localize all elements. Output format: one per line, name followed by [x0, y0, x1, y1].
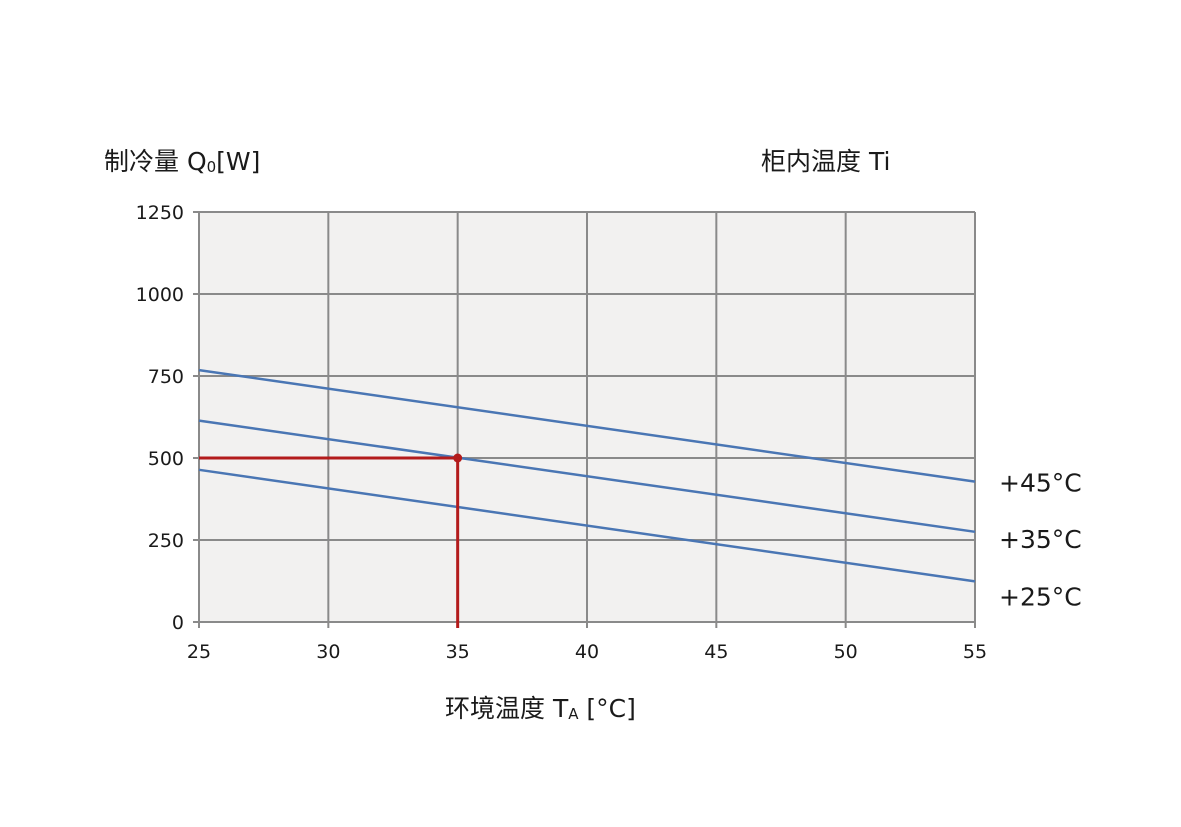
- y-axis-title: 制冷量 Q0[W]: [104, 147, 260, 176]
- series-lines: [198, 368, 976, 583]
- series-line: [198, 468, 976, 583]
- series-label: +35°C: [999, 525, 1082, 554]
- x-tick-label: 55: [963, 641, 987, 663]
- grid: [193, 211, 976, 628]
- x-axis-title-subscript: A: [568, 705, 579, 723]
- tick-labels: 25 30 35 40 45 50 55 0 250 500 750 1000 1250: [136, 202, 987, 663]
- y-tick-label: 1250: [136, 202, 184, 224]
- series-labels: +45°C +35°C +25°C: [999, 469, 1082, 612]
- x-tick-label: 35: [446, 641, 470, 663]
- series-label: +25°C: [999, 582, 1082, 611]
- legend-title: 柜内温度 Ti: [761, 147, 890, 176]
- y-axis-title-unit: [W]: [216, 147, 260, 176]
- x-tick-label: 40: [575, 641, 599, 663]
- y-tick-label: 750: [148, 366, 184, 388]
- x-axis-title: 环境温度 TA [°C]: [445, 694, 636, 723]
- y-axis-title-subscript: 0: [207, 158, 217, 176]
- y-tick-label: 1000: [136, 284, 184, 306]
- y-tick-label: 500: [148, 448, 184, 470]
- x-axis-title-unit: [°C]: [578, 694, 635, 723]
- reference-point: [453, 453, 463, 463]
- x-tick-label: 45: [704, 641, 728, 663]
- series-line: [198, 368, 976, 483]
- x-tick-label: 30: [316, 641, 340, 663]
- reference-lines: [199, 453, 463, 628]
- series-line: [198, 419, 976, 534]
- y-tick-label: 0: [172, 612, 184, 634]
- x-tick-label: 50: [834, 641, 858, 663]
- y-tick-label: 250: [148, 530, 184, 552]
- series-label: +45°C: [999, 469, 1082, 498]
- x-tick-label: 25: [187, 641, 211, 663]
